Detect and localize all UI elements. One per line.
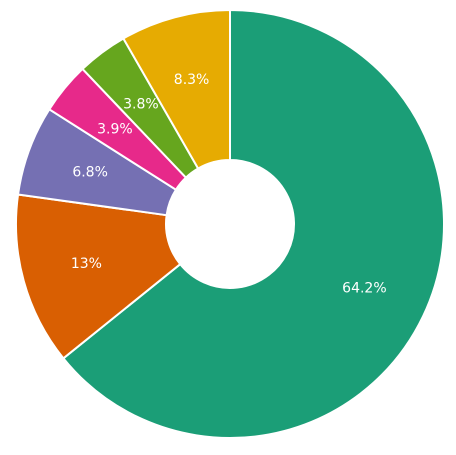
slice-label-0: 64.2% — [342, 280, 386, 296]
slice-label-3: 3.9% — [97, 121, 133, 137]
slice-label-4: 3.8% — [123, 97, 159, 113]
slice-label-5: 8.3% — [174, 72, 210, 88]
slice-label-1: 13% — [71, 256, 102, 272]
pie-slice-1 — [15, 193, 182, 360]
pie-slice-0 — [62, 8, 445, 439]
pie-slice-5 — [122, 8, 231, 170]
slice-label-2: 6.8% — [72, 165, 108, 181]
labels-layer: 64.2% 13% 6.8% 3.9% 3.8% 8.3% — [71, 72, 387, 296]
slices-layer — [15, 8, 445, 439]
